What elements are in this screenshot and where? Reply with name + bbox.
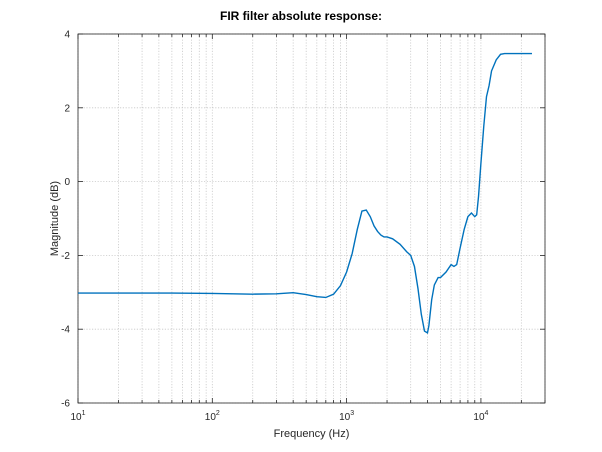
y-tick-label: 2 xyxy=(64,103,70,114)
x-tick-base: 10 xyxy=(339,412,351,423)
x-tick-base: 10 xyxy=(473,412,485,423)
chart-title: FIR filter absolute response: xyxy=(220,9,382,23)
x-tick-exponent: 4 xyxy=(485,410,489,417)
x-tick-label: 101 xyxy=(70,410,85,423)
y-tick-label: 0 xyxy=(64,177,70,188)
x-axis-label: Frequency (Hz) xyxy=(274,428,350,440)
x-tick-base: 10 xyxy=(70,412,82,423)
x-tick-label: 104 xyxy=(473,410,488,423)
x-tick-label: 103 xyxy=(339,410,354,423)
y-tick-label: 4 xyxy=(64,30,70,41)
y-tick-label: -2 xyxy=(61,251,70,262)
x-tick-base: 10 xyxy=(205,412,217,423)
y-tick-label: -4 xyxy=(61,325,70,336)
series xyxy=(78,52,532,335)
y-tick-label: -6 xyxy=(61,399,70,410)
series-line xyxy=(78,52,532,335)
x-tick-label: 102 xyxy=(205,410,220,423)
plot-frame xyxy=(77,33,546,404)
x-tick-exponent: 3 xyxy=(350,410,354,417)
x-tick-exponent: 1 xyxy=(82,410,86,417)
grid xyxy=(77,33,546,404)
y-axis-label: Magnitude (dB) xyxy=(49,181,61,256)
x-tick-exponent: 2 xyxy=(216,410,220,417)
